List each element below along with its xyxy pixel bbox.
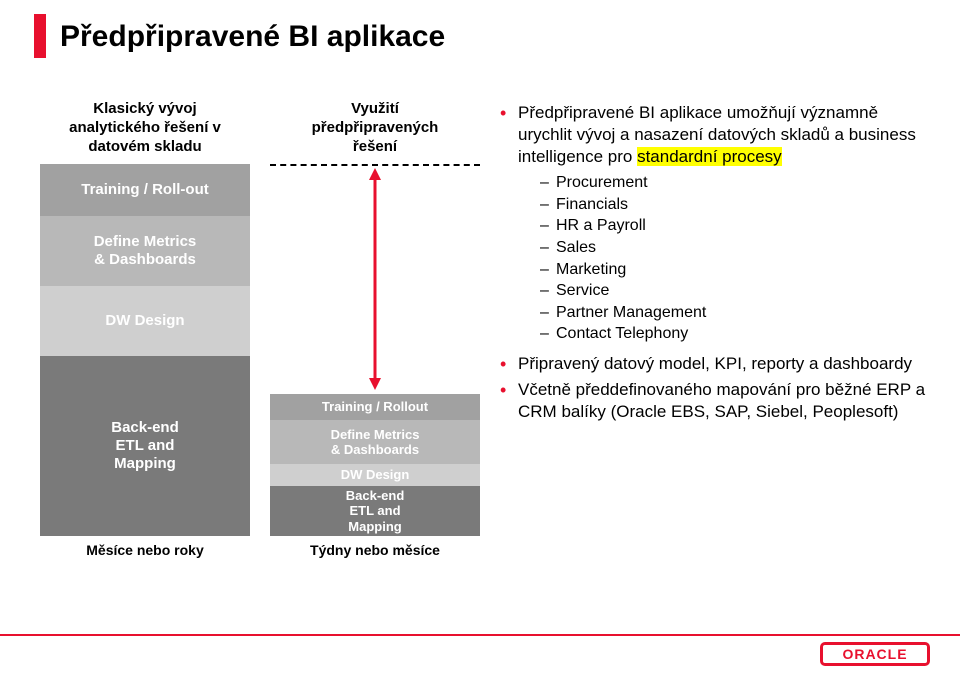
caption-prebuilt: Týdny nebo měsíce xyxy=(270,542,480,558)
bullet-subitem: Marketing xyxy=(540,259,930,281)
bullet-item: Předpřipravené BI aplikace umožňují význ… xyxy=(500,102,930,345)
block-dw-design: DW Design xyxy=(40,286,250,356)
bullet-item: Připravený datový model, KPI, reporty a … xyxy=(500,353,930,375)
block-define-metrics-small: Define Metrics& Dashboards xyxy=(270,420,480,464)
bullet-text: Připravený datový model, KPI, reporty a … xyxy=(518,354,912,373)
block-training-rollout: Training / Roll-out xyxy=(40,164,250,216)
column-classic: Klasický vývojanalytického řešení vdatov… xyxy=(40,100,250,616)
column-classic-header: Klasický vývojanalytického řešení vdatov… xyxy=(40,100,250,156)
page-title: Předpřipravené BI aplikace xyxy=(60,20,445,54)
oracle-logo: ORACLE xyxy=(820,642,930,666)
bullet-subitem: Procurement xyxy=(540,172,930,194)
block-define-metrics: Define Metrics& Dashboards xyxy=(40,216,250,286)
bullet-list: Předpřipravené BI aplikace umožňují význ… xyxy=(500,102,930,423)
bullet-text: standardní procesy xyxy=(637,147,782,166)
stack-prebuilt: Training / Rollout Define Metrics& Dashb… xyxy=(270,164,480,564)
block-etl-mapping-small: Back-endETL andMapping xyxy=(270,486,480,536)
bullet-subitem: HR a Payroll xyxy=(540,215,930,237)
title-accent-bar xyxy=(34,14,46,58)
column-prebuilt: Využitípředpřipravenýchřešení Training /… xyxy=(270,100,480,616)
block-etl-mapping: Back-endETL andMapping xyxy=(40,356,250,536)
bullet-subitem: Service xyxy=(540,280,930,302)
column-bullets: Předpřipravené BI aplikace umožňují význ… xyxy=(500,100,930,616)
double-arrow-icon xyxy=(369,168,381,390)
bullet-subitem: Financials xyxy=(540,194,930,216)
bullet-text: Včetně předdefinovaného mapování pro běž… xyxy=(518,380,925,421)
bullet-subitem: Sales xyxy=(540,237,930,259)
bullet-subitem: Partner Management xyxy=(540,302,930,324)
bullet-subitem: Contact Telephony xyxy=(540,323,930,345)
content-area: Klasický vývojanalytického řešení vdatov… xyxy=(40,100,930,616)
dash-separator-mid-top xyxy=(270,164,480,166)
block-dw-design-small: DW Design xyxy=(270,464,480,486)
caption-classic: Měsíce nebo roky xyxy=(40,542,250,558)
stack-classic: Training / Roll-out Define Metrics& Dash… xyxy=(40,164,250,564)
column-prebuilt-header: Využitípředpřipravenýchřešení xyxy=(270,100,480,156)
bullet-sublist: ProcurementFinancialsHR a PayrollSalesMa… xyxy=(540,172,930,345)
bullet-item: Včetně předdefinovaného mapování pro běž… xyxy=(500,379,930,423)
block-training-rollout-small: Training / Rollout xyxy=(270,394,480,420)
footer-divider xyxy=(0,634,960,636)
